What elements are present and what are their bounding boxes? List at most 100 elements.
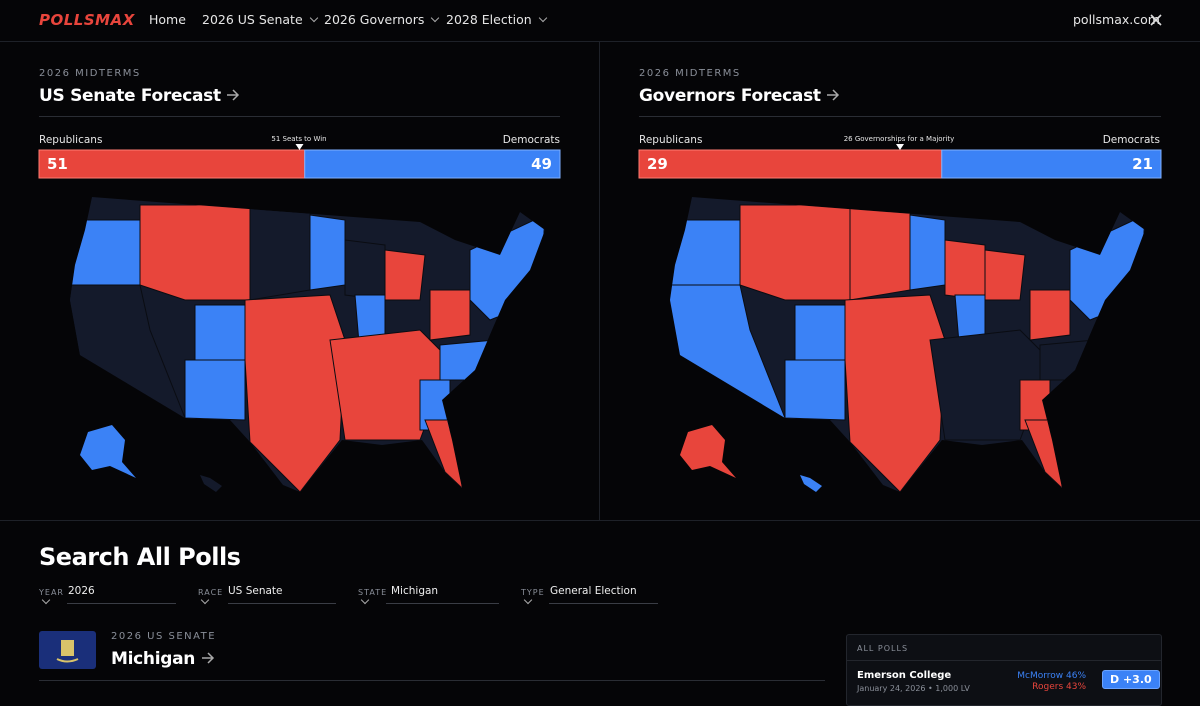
divider [0,520,1200,521]
title-text: US Senate Forecast [39,86,221,106]
underline [549,603,658,604]
state-region [844,294,946,492]
eyebrow: 2026 MIDTERMS [39,68,141,79]
hawaii [800,475,822,492]
x-icon[interactable] [1150,14,1162,26]
filter-select[interactable]: TYPE General Election [521,583,658,605]
state-region [244,294,346,492]
rep-seats: 51 [47,155,68,173]
alaska [680,425,736,478]
underline [228,603,336,604]
chevron [41,595,51,605]
arrow-icon [227,89,240,101]
nav-link-text: 2028 Election [446,12,532,27]
nav-link[interactable]: 2026 US Senate [202,12,318,27]
nav-bar: POLLSMAX Home 2026 US Senate 2026 Govern… [0,0,1200,42]
dem-seats: 21 [1132,155,1153,173]
state-region [469,214,545,321]
pollster[interactable]: Emerson College [857,670,952,681]
right-label: Democrats [502,134,560,146]
filter-label: STATE [358,588,388,597]
nav-link[interactable]: Home [149,12,186,27]
state-region [794,304,846,361]
state-region [1039,339,1096,381]
state-region [739,204,851,301]
margin-badge: D +3.0 [1102,670,1160,689]
arrow-icon [201,652,214,664]
title-text: Governors Forecast [639,86,821,106]
state-region [249,204,311,301]
bars-and-maps: 51 49 29 21 [38,144,1162,492]
left-label: Republicans [39,134,103,146]
state-region [184,359,246,421]
alaska [80,425,136,478]
rule [39,116,560,117]
arrow-icon [827,89,840,101]
nav-link[interactable]: 2026 Governors [324,12,440,27]
panel-title[interactable]: US Senate Forecast [39,86,240,106]
state-region [344,239,386,301]
rule [847,660,1161,661]
state-region [784,359,846,421]
right-label: Democrats [1102,134,1160,146]
map-states [670,197,1145,492]
race-title[interactable]: Michigan [111,649,215,669]
hawaii [200,475,222,492]
left-label: Republicans [639,134,703,146]
filter-select[interactable]: RACE US Senate [198,583,336,605]
rep-bar [638,149,943,179]
us-map [70,197,545,492]
state-region [439,339,496,381]
rep-result: Rogers 43% [1032,682,1086,692]
state-flag [39,631,96,669]
poll-meta: January 24, 2026 • 1,000 LV [857,684,970,693]
threshold-marker [295,144,304,150]
chevron [200,595,210,605]
filter-select[interactable]: YEAR 2026 [39,583,176,605]
eyebrow: 2026 US SENATE [111,631,217,642]
state-region [70,219,146,286]
state-region [1024,419,1063,490]
filter-select[interactable]: STATE Michigan [358,583,499,605]
dem-seats: 49 [531,155,552,173]
rule [39,680,825,681]
state-region [984,249,1026,301]
underline [386,603,499,604]
chevron [360,595,370,605]
nav-link[interactable]: 2028 Election [446,12,547,27]
rule [639,116,1161,117]
threshold-marker [896,144,904,150]
title-text: Michigan [111,649,196,669]
state-region [909,214,946,291]
flag-emblem [56,640,79,663]
card-header: ALL POLLS [857,644,909,653]
dem-result: McMorrow 46% [1017,671,1086,681]
nav-link-text: 2026 US Senate [202,12,303,27]
section-title: Search All Polls [39,543,241,571]
state-region [1069,214,1145,321]
map-states [70,197,545,492]
filter-value: US Senate [228,585,283,597]
filter-value: Michigan [391,585,439,597]
us-map [670,197,1145,492]
filter-value: 2026 [68,585,95,597]
threshold-label: 26 Governorships for a Majority [843,135,955,143]
rep-seats: 29 [647,155,668,173]
rep-bar [38,149,306,179]
site-link[interactable]: pollsmax.com [1073,12,1160,27]
chevron [523,595,533,605]
state-region [944,239,986,301]
nav-link-text: 2026 Governors [324,12,425,27]
state-region [1029,289,1071,341]
panel-title[interactable]: Governors Forecast [639,86,840,106]
underline [67,603,176,604]
state-region [309,214,346,291]
filter-label: YEAR [39,588,64,597]
filter-value: General Election [550,585,637,597]
polls-card: ALL POLLS Emerson College January 24, 20… [846,634,1162,706]
filter-label: TYPE [521,588,545,597]
logo[interactable]: POLLSMAX [39,11,135,29]
state-region [670,219,746,286]
dem-bar [941,149,1162,179]
